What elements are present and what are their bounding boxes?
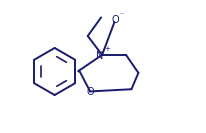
Text: ⁻: ⁻ [119,10,124,19]
Text: +: + [103,46,109,52]
Text: O: O [86,87,94,97]
Text: N: N [95,51,103,61]
Text: O: O [110,15,118,25]
